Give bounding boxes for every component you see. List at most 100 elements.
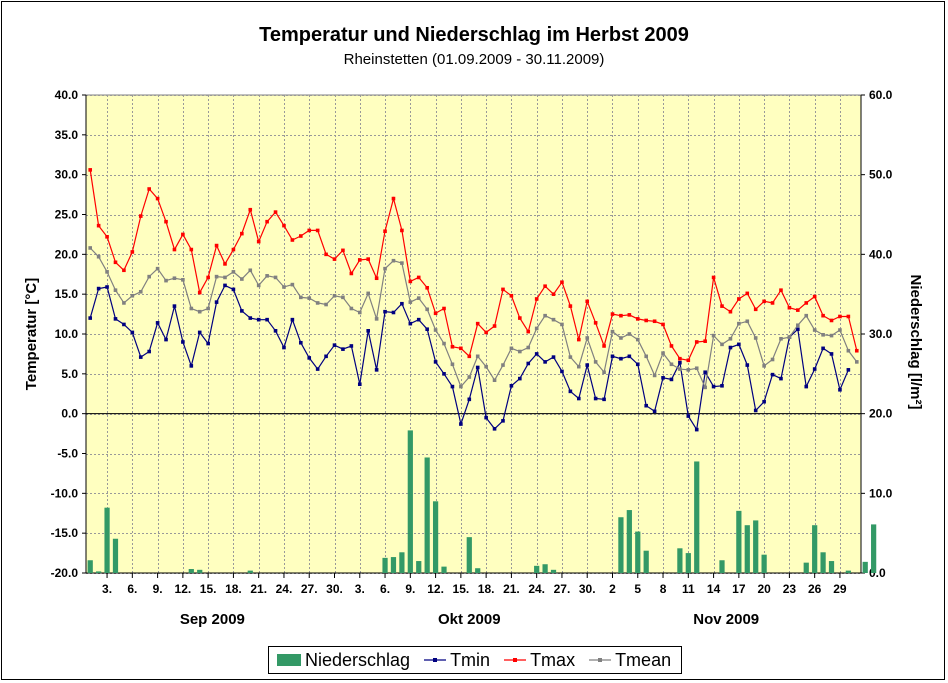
- tmin-point: [627, 354, 632, 359]
- tmax-point: [459, 346, 463, 351]
- tmin-point: [821, 346, 825, 351]
- tmin-point: [652, 409, 657, 414]
- tmax-point: [661, 322, 665, 327]
- tmax-point: [812, 294, 817, 299]
- tmean-point: [669, 362, 674, 367]
- precip-bar: [694, 461, 700, 573]
- tmean-point: [122, 301, 126, 305]
- legend-swatch-niederschlag: [277, 654, 301, 666]
- tmax-point: [846, 314, 851, 319]
- tmin-point: [357, 382, 362, 386]
- tmin-point: [720, 383, 724, 388]
- tmin-point: [147, 349, 151, 354]
- precip-bar: [399, 552, 405, 573]
- tmax-point: [475, 321, 480, 326]
- tmax-point: [181, 232, 185, 237]
- tmax-point: [492, 324, 497, 328]
- tmin-point: [703, 370, 707, 375]
- tmax-point: [416, 275, 421, 280]
- tmean-point: [585, 336, 590, 340]
- tmin-point: [223, 283, 227, 288]
- tmax-point: [122, 268, 126, 273]
- tmin-point: [105, 285, 109, 289]
- y2-tick-label: 60.0: [869, 88, 893, 102]
- tmean-point: [467, 375, 472, 379]
- x-tick-label: 20: [757, 582, 771, 596]
- x-tick-label: 30.: [579, 582, 596, 596]
- tmax-point: [593, 321, 598, 325]
- tmin-point: [459, 422, 463, 426]
- tmean-point: [442, 341, 446, 346]
- tmax-point: [433, 311, 438, 316]
- x-tick-label: 27.: [554, 582, 571, 596]
- x-tick-label: 18.: [225, 582, 242, 596]
- precip-bar: [812, 525, 818, 573]
- tmin-point: [669, 377, 674, 382]
- tmax-point: [138, 214, 143, 218]
- tmean-point: [568, 355, 573, 359]
- tmin-point: [753, 408, 758, 413]
- tmax-point: [450, 344, 455, 349]
- precip-bar: [803, 562, 809, 573]
- tmin-point: [509, 383, 514, 388]
- legend-label-tmean: Tmean: [615, 649, 672, 670]
- tmax-point: [374, 276, 379, 281]
- tmin-point: [408, 321, 413, 326]
- tmin-point: [96, 286, 101, 291]
- tmean-point: [366, 291, 371, 296]
- precip-bar: [550, 569, 557, 573]
- tmean-point: [593, 360, 598, 364]
- x-tick-label: 27.: [301, 582, 318, 596]
- x-tick-label: 6.: [380, 582, 390, 596]
- tmean-point: [172, 276, 177, 281]
- tmean-point: [96, 254, 101, 259]
- tmin-point: [534, 352, 539, 356]
- tmin-point: [400, 301, 404, 306]
- tmean-point: [560, 322, 564, 327]
- tmax-point: [551, 292, 556, 296]
- tmean-point: [88, 246, 93, 250]
- tmean-point: [459, 384, 463, 389]
- tmean-point: [821, 332, 825, 337]
- tmean-point: [779, 336, 783, 341]
- legend-item-niederschlag: Niederschlag: [277, 650, 410, 671]
- tmean-point: [551, 317, 556, 322]
- tmax-point: [627, 313, 632, 317]
- tmin-point: [762, 399, 766, 404]
- y-tick-label: 15.0: [55, 287, 79, 301]
- x-tick-label: 15.: [453, 582, 470, 596]
- tmax-point: [307, 228, 312, 233]
- precip-bar: [845, 570, 851, 573]
- tmean-point: [762, 364, 766, 368]
- tmin-point: [804, 384, 809, 389]
- tmax-point: [694, 340, 699, 344]
- tmean-point: [619, 336, 623, 340]
- tmean-point: [324, 302, 328, 307]
- tmin-point: [745, 363, 750, 367]
- tmean-point: [450, 362, 455, 367]
- tmax-point: [711, 275, 716, 280]
- tmax-point: [88, 168, 93, 172]
- month-label: Nov 2009: [693, 611, 759, 628]
- tmax-point: [147, 187, 151, 191]
- tmax-point: [366, 257, 371, 261]
- precip-bar: [677, 548, 683, 573]
- tmax-point: [686, 358, 691, 363]
- tmin-point: [433, 360, 438, 364]
- tmax-point: [341, 248, 345, 253]
- tmean-point: [627, 332, 632, 336]
- tmean-point: [787, 335, 792, 339]
- legend-label-tmin: Tmin: [450, 649, 491, 670]
- tmax-point: [543, 284, 547, 288]
- y-tick-label: -15.0: [51, 526, 79, 540]
- tmean-point: [105, 270, 109, 274]
- tmax-point: [526, 329, 531, 334]
- tmin-point: [189, 364, 194, 368]
- tmin-point: [240, 309, 244, 313]
- tmean-point: [282, 285, 286, 289]
- tmin-point: [551, 355, 556, 359]
- tmax-point: [762, 299, 766, 304]
- x-tick-label: 2: [609, 582, 616, 596]
- precip-bar: [643, 550, 649, 573]
- x-tick-label: 3.: [102, 582, 112, 596]
